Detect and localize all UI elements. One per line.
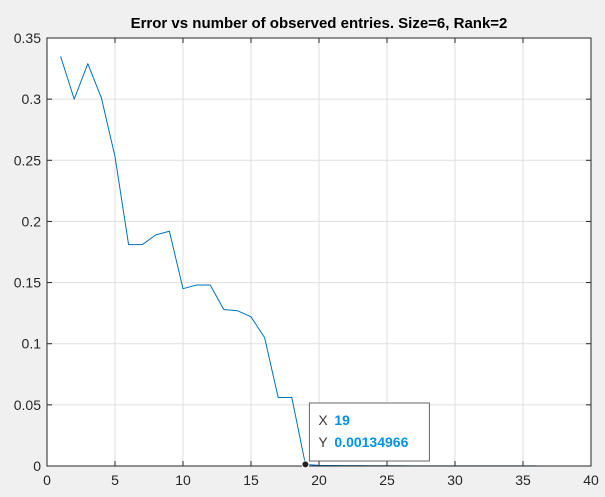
y-tick-label: 0.25 [14, 152, 41, 168]
x-tick-label: 10 [175, 472, 191, 488]
datatip-x-key: X [318, 412, 328, 428]
x-tick-label: 25 [379, 472, 395, 488]
datatip[interactable]: X 19 Y 0.00134966 [301, 402, 430, 469]
axes: 0 5 10 15 20 25 30 35 40 0 0.05 0.1 0.15 0.2 0.25 0.3 0.… [14, 30, 599, 488]
y-tick-label: 0.1 [22, 336, 42, 352]
axes-box [46, 37, 592, 467]
datatip-y-value: 0.00134966 [334, 434, 408, 450]
datatip-marker[interactable] [301, 460, 310, 469]
x-tick-label: 0 [43, 472, 51, 488]
datatip-box[interactable] [308, 402, 430, 462]
x-tick-label: 15 [243, 472, 259, 488]
y-tick-label: 0.2 [22, 213, 42, 229]
y-tick-label: 0 [33, 458, 41, 474]
x-tick-label: 20 [311, 472, 327, 488]
chart-title: Error vs number of observed entries. Siz… [131, 15, 508, 32]
y-tick-label: 0.15 [14, 275, 41, 291]
datatip-x-value: 19 [334, 412, 350, 428]
x-tick-label: 35 [515, 472, 531, 488]
y-tick-label: 0.05 [14, 397, 41, 413]
y-tick-label: 0.35 [14, 30, 41, 46]
x-tick-label: 40 [583, 472, 599, 488]
datatip-y-key: Y [318, 434, 328, 450]
y-tick-label: 0.3 [22, 91, 42, 107]
x-tick-label: 30 [447, 472, 463, 488]
x-tick-label: 5 [111, 472, 119, 488]
